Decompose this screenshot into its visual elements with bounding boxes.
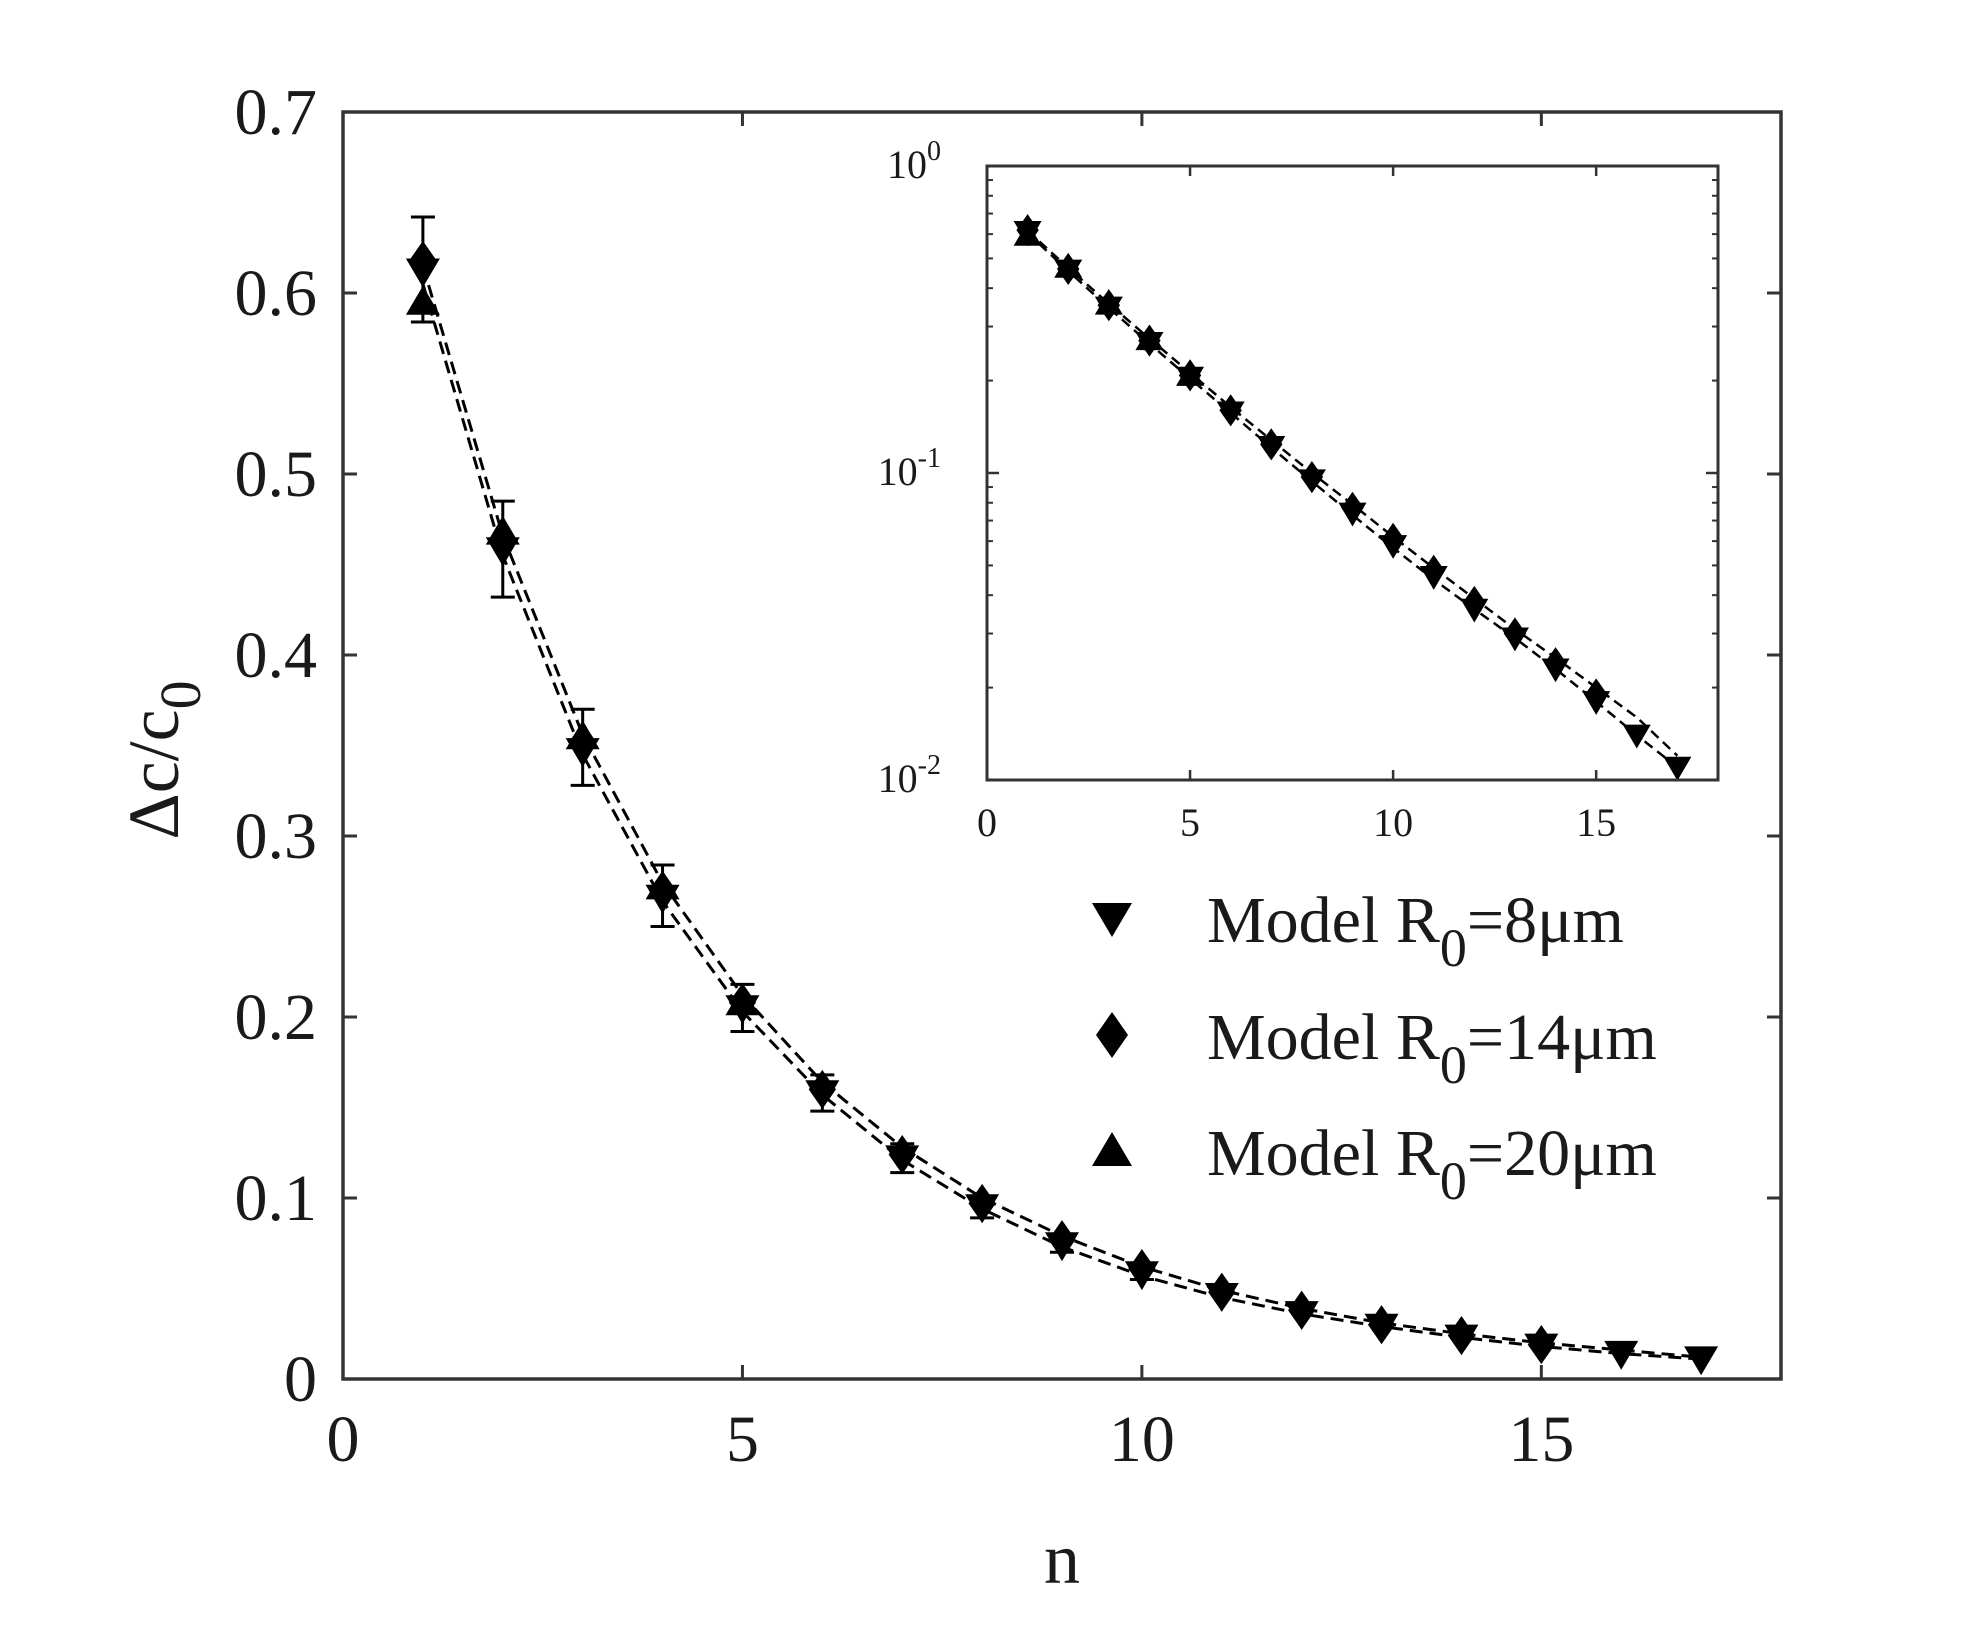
inset-x-tick-label: 0 [977, 800, 997, 845]
data-point-diamond [808, 1069, 836, 1109]
data-point-diamond [1128, 1249, 1156, 1289]
inset-data-point-diamond [1219, 394, 1242, 427]
legend-marker-triangle-down [1092, 903, 1132, 937]
inset-fit-line-1 [1026, 232, 1679, 769]
data-point-diamond [1208, 1272, 1236, 1312]
legend-label: Model R0=14μm [1207, 1001, 1657, 1095]
x-axis-label: n [1044, 1519, 1080, 1599]
inset-data-point-triangle-down [1663, 756, 1692, 781]
y-tick-label: 0.1 [235, 1162, 318, 1235]
data-point-diamond [489, 523, 517, 563]
inset-data-point-diamond [1057, 252, 1080, 286]
x-tick-label: 15 [1508, 1403, 1574, 1476]
y-tick-label: 0.7 [235, 76, 318, 149]
data-point-diamond [1527, 1325, 1555, 1365]
inset-data-point-diamond [1503, 617, 1527, 650]
legend-marker-triangle-up [1092, 1132, 1132, 1166]
data-point-diamond [409, 240, 437, 280]
y-axis-label-subscript: 0 [148, 680, 213, 709]
legend-label: Model R0=20μm [1207, 1117, 1657, 1211]
inset-data-point-diamond [1097, 289, 1121, 322]
y-axis-label-main: Δc/c [114, 709, 194, 839]
inset-axis-ticks: 0 5 10 15 100 10-1 10-2 [878, 136, 1718, 845]
inset-data-point-diamond [1544, 647, 1567, 680]
inset-data-point-diamond [1016, 214, 1039, 247]
data-point-diamond [888, 1135, 916, 1175]
legend-marker-diamond [1096, 1012, 1128, 1058]
y-tick-label: 0.6 [235, 257, 318, 330]
data-point-triangle-down [1684, 1346, 1719, 1376]
inset-x-tick-label: 15 [1576, 800, 1616, 845]
data-point-diamond [728, 982, 757, 1023]
inset-data-point-diamond [1381, 522, 1405, 556]
inset-x-tick-label: 5 [1180, 800, 1200, 845]
inset-data-point-diamond [1584, 678, 1608, 711]
data-point-diamond [1048, 1220, 1076, 1260]
data-point-diamond [968, 1183, 996, 1223]
data-point-diamond [1288, 1290, 1316, 1330]
x-tick-label: 10 [1109, 1403, 1175, 1476]
inset-data-point-diamond [1138, 324, 1161, 357]
inset-background [987, 166, 1718, 780]
inset-data-point-diamond [1300, 460, 1324, 494]
y-tick-label: 0.5 [235, 438, 318, 511]
main-axis-ticks: 0 5 10 15 0 0.1 0.2 0.3 0.4 0.5 0.6 0.7 [235, 76, 1781, 1476]
inset-data-point-diamond [1463, 585, 1486, 619]
legend: Model R0=8μm Model R0=14μm Model R0=20μm [1092, 884, 1657, 1211]
data-point-triangle-up [405, 285, 440, 315]
inset-y-tick-label: 100 [887, 136, 941, 187]
x-tick-label: 0 [327, 1403, 360, 1476]
main-markers [405, 240, 1719, 1376]
main-plot-frame [341, 110, 1783, 1381]
x-tick-label: 5 [726, 1403, 759, 1476]
data-point-diamond [1367, 1305, 1396, 1345]
y-axis-label: Δc/c0 [114, 680, 213, 839]
inset-x-tick-label: 10 [1373, 800, 1413, 845]
data-point-diamond [648, 870, 677, 910]
inset-data-point-diamond [1341, 491, 1364, 524]
inset-y-tick-label: 10-2 [878, 750, 941, 801]
y-tick-label: 0.2 [235, 981, 318, 1054]
inset-y-tick-label: 10-1 [878, 443, 941, 494]
inset-data-point-diamond [1178, 359, 1202, 392]
data-point-diamond [1447, 1316, 1476, 1356]
inset-markers [1013, 214, 1692, 781]
inset-data-point-diamond [1422, 554, 1445, 587]
inset-data-point-triangle-down [1622, 724, 1651, 749]
legend-label: Model R0=8μm [1207, 884, 1624, 978]
y-tick-label: 0.4 [235, 619, 318, 692]
data-point-triangle-down [1604, 1340, 1639, 1370]
y-tick-label: 0.3 [235, 800, 318, 873]
inset-data-point-diamond [1260, 428, 1283, 461]
y-tick-label: 0 [284, 1343, 317, 1416]
data-point-diamond [569, 722, 597, 762]
